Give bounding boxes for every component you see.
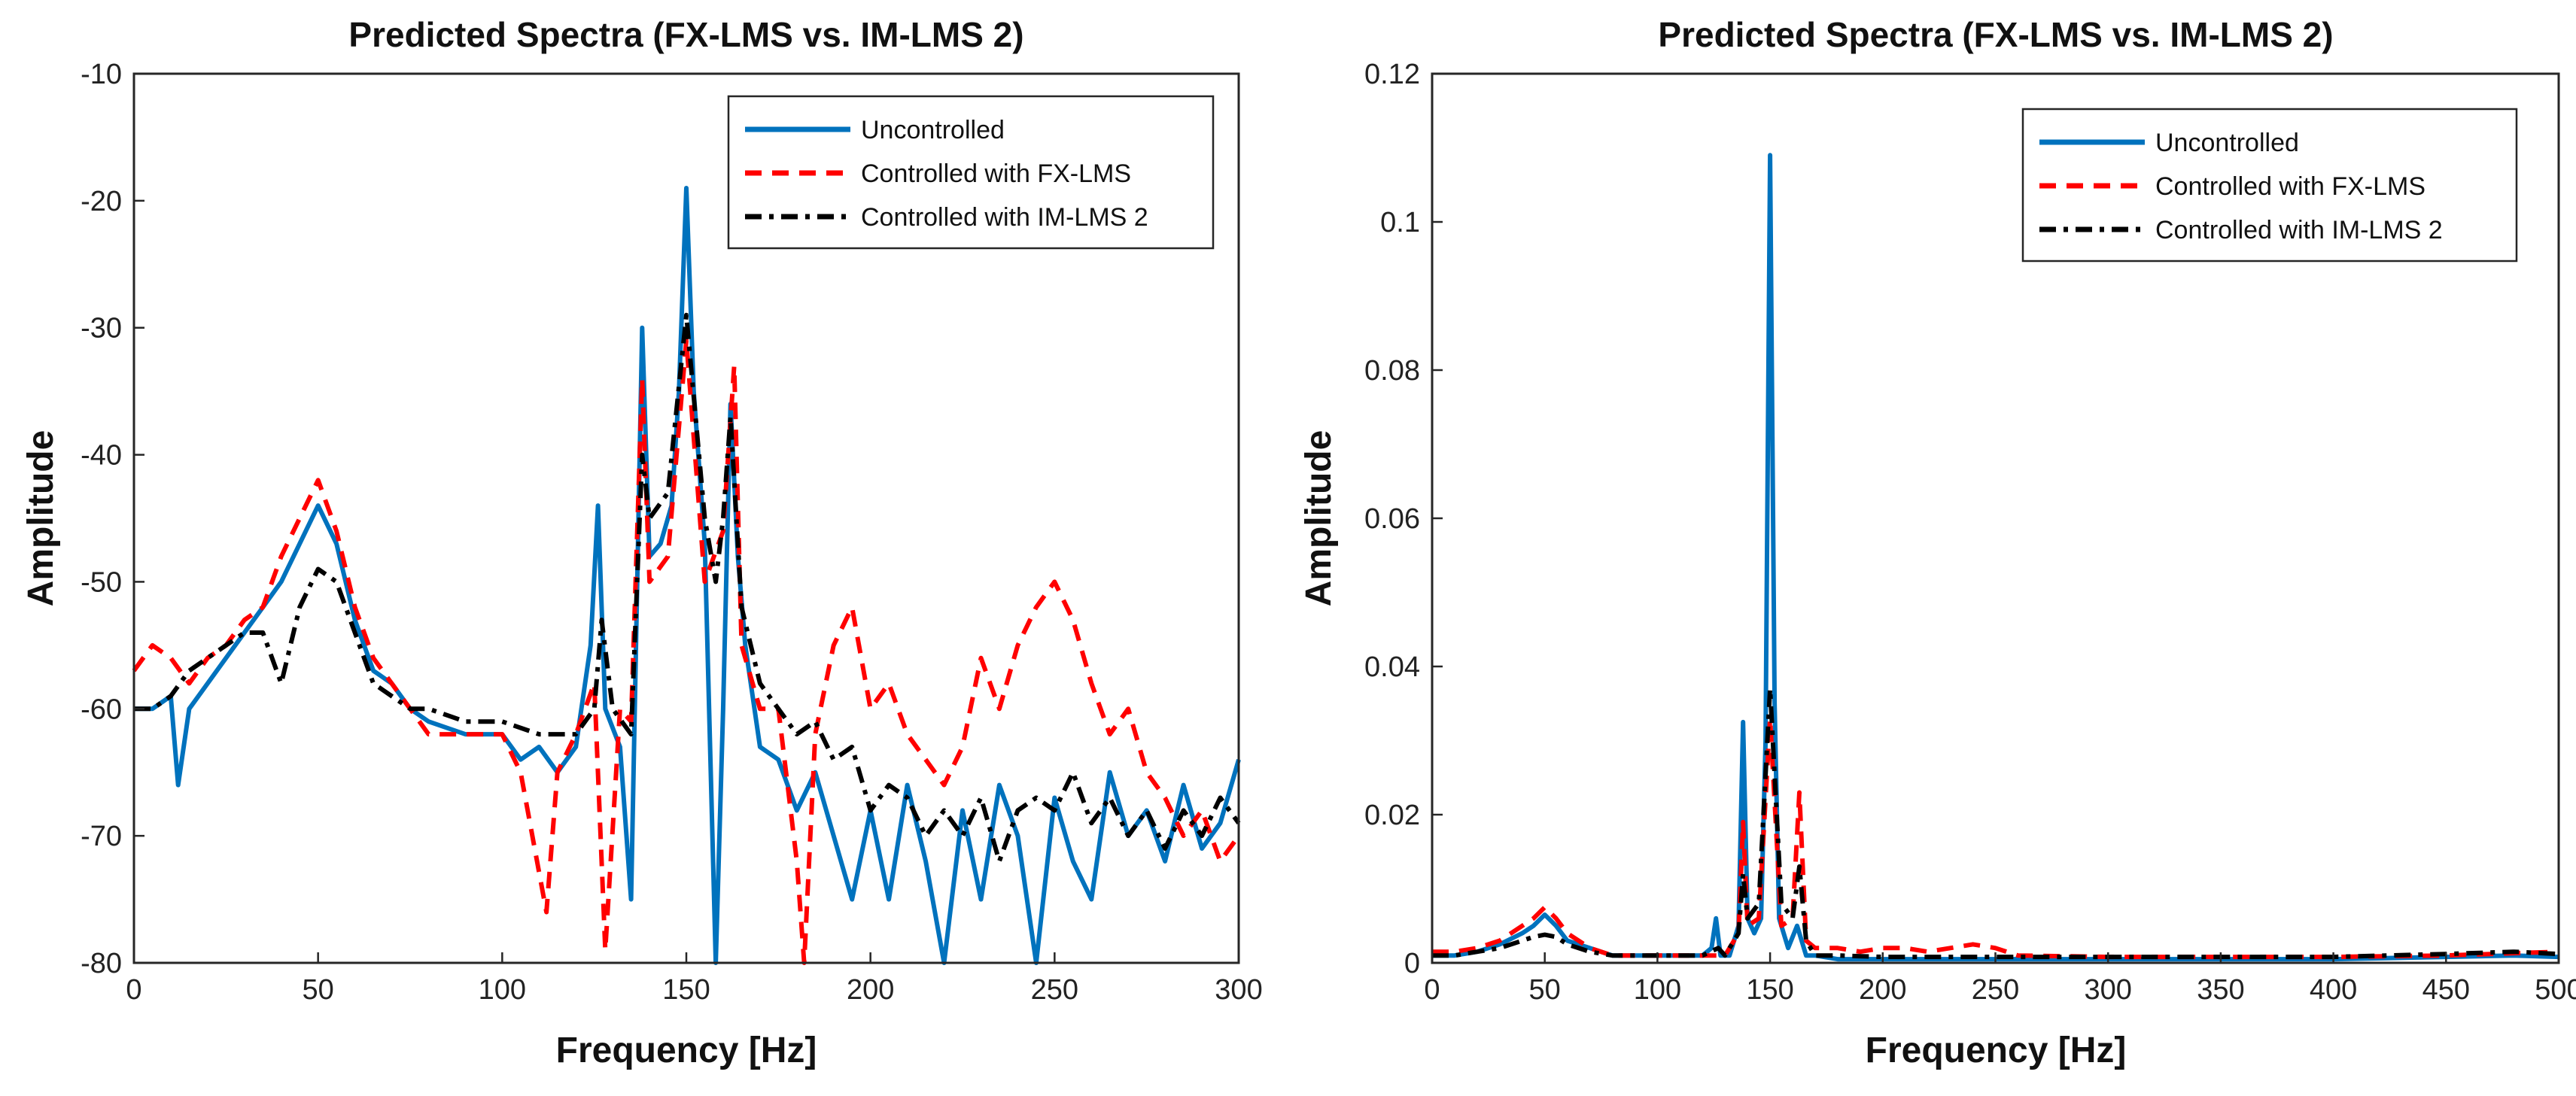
left-chart-ylabel: Amplitude — [21, 430, 61, 607]
left-legend: Uncontrolled Controlled with FX-LMS Cont… — [727, 95, 1215, 250]
right-xtick-label: 50 — [1529, 974, 1561, 1006]
right-xtick-label: 100 — [1634, 974, 1681, 1006]
right-chart: Predicted Spectra (FX-LMS vs. IM-LMS 2) … — [1299, 15, 2576, 1070]
right-xtick-label: 450 — [2422, 974, 2470, 1006]
left-series-imlms — [134, 312, 1241, 864]
right-legend: Uncontrolled Controlled with FX-LMS Cont… — [2021, 108, 2518, 263]
left-ytick-label: -80 — [81, 948, 122, 979]
left-ytick-label: -70 — [81, 821, 122, 852]
right-ytick-label: 0.06 — [1364, 503, 1420, 535]
left-legend-label-imlms: Controlled with IM-LMS 2 — [861, 203, 1148, 232]
right-tick-layer: 0 50 100 150 200 250 300 350 400 450 500 0 0.02 0.04 0… — [1364, 59, 2576, 1006]
left-ytick-label: -40 — [81, 440, 122, 472]
right-chart-ylabel: Amplitude — [1299, 430, 1339, 607]
right-xtick-label: 300 — [2084, 974, 2131, 1006]
right-xtick-label: 250 — [1972, 974, 2019, 1006]
left-ytick-label: -30 — [81, 313, 122, 345]
left-plot-frame — [132, 72, 1240, 964]
right-ytick-label: 0.1 — [1380, 207, 1420, 238]
right-legend-label-uncontrolled: Uncontrolled — [2155, 129, 2299, 157]
right-ytick-label: 0.02 — [1364, 800, 1420, 831]
right-xtick-label: 0 — [1424, 974, 1440, 1006]
right-legend-label-imlms: Controlled with IM-LMS 2 — [2155, 216, 2443, 244]
left-chart-xlabel: Frequency [Hz] — [556, 1031, 817, 1070]
right-ytick-label: 0.04 — [1364, 651, 1420, 683]
left-series-layer — [132, 186, 1241, 965]
right-chart-xlabel: Frequency [Hz] — [1866, 1031, 2127, 1070]
left-chart-title: Predicted Spectra (FX-LMS vs. IM-LMS 2) — [348, 15, 1023, 54]
left-xtick-label: 0 — [126, 974, 141, 1006]
right-xtick-label: 350 — [2197, 974, 2244, 1006]
right-xtick-label: 500 — [2535, 974, 2576, 1006]
right-series-imlms — [1432, 686, 2559, 960]
left-xtick-label: 150 — [662, 974, 710, 1006]
left-series-uncontrolled — [134, 186, 1241, 965]
right-xtick-label: 150 — [1746, 974, 1793, 1006]
right-ytick-label: 0.12 — [1364, 59, 1420, 90]
left-xtick-label: 250 — [1031, 974, 1078, 1006]
left-legend-label-uncontrolled: Uncontrolled — [861, 116, 1005, 144]
left-ytick-label: -20 — [81, 186, 122, 217]
right-xtick-label: 400 — [2310, 974, 2357, 1006]
left-xtick-label: 300 — [1215, 974, 1262, 1006]
left-series-fxlms — [132, 338, 1241, 965]
right-ytick-label: 0 — [1404, 948, 1420, 979]
right-xtick-label: 200 — [1859, 974, 1906, 1006]
left-ytick-label: -60 — [81, 694, 122, 725]
left-tick-layer: 0 50 100 150 200 250 300 -80 -70 -60 -50 -40 -30 -20 -… — [81, 59, 1263, 1006]
right-legend-label-fxlms: Controlled with FX-LMS — [2155, 172, 2425, 201]
right-chart-title: Predicted Spectra (FX-LMS vs. IM-LMS 2) — [1658, 15, 2333, 54]
left-chart: Predicted Spectra (FX-LMS vs. IM-LMS 2) … — [21, 15, 1263, 1070]
left-xtick-label: 200 — [847, 974, 894, 1006]
right-ytick-label: 0.08 — [1364, 355, 1420, 387]
left-xtick-label: 100 — [479, 974, 526, 1006]
left-xtick-label: 50 — [303, 974, 334, 1006]
right-series-layer — [1432, 153, 2559, 962]
left-ytick-label: -50 — [81, 566, 122, 598]
left-ytick-label: -10 — [81, 59, 122, 90]
right-plot-frame — [1431, 72, 2560, 964]
left-legend-label-fxlms: Controlled with FX-LMS — [861, 159, 1131, 188]
